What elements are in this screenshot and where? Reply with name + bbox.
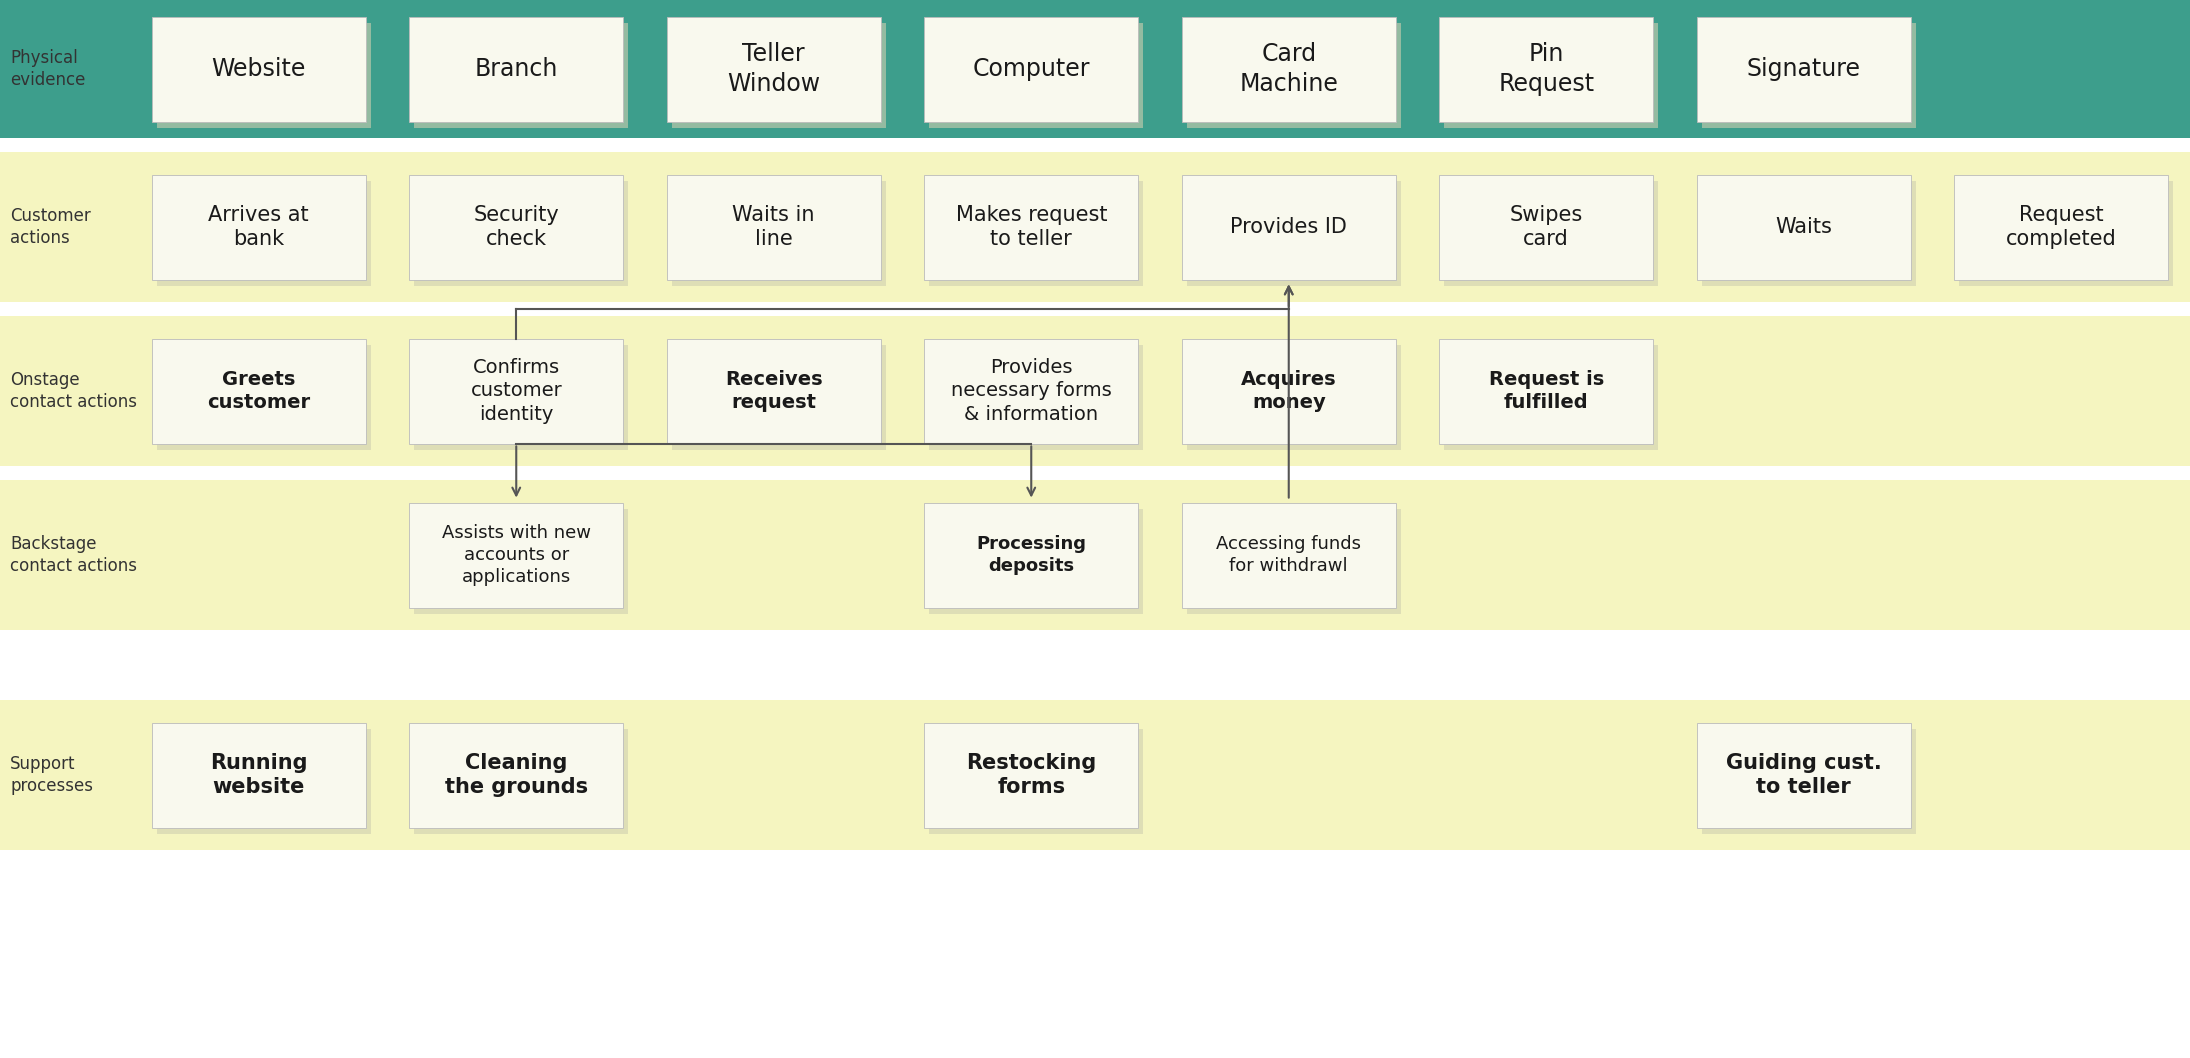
Bar [151,339,366,443]
Bar [1702,181,1916,286]
Bar [151,17,366,122]
Text: Onstage
contact actions: Onstage contact actions [11,371,138,412]
Text: Running
website: Running website [210,752,307,798]
Text: Customer
actions: Customer actions [11,207,90,248]
Bar [1187,345,1402,450]
Bar [0,480,2190,630]
Bar [924,503,1139,607]
Text: Receives
request: Receives request [725,369,823,413]
Bar [410,723,624,827]
Bar [1439,339,1653,443]
Text: Teller
Window: Teller Window [727,42,821,96]
Bar [158,345,370,450]
Bar [668,339,880,443]
Text: Pin
Request: Pin Request [1498,42,1594,96]
Bar [158,22,370,128]
Bar [668,17,880,122]
Bar [1702,22,1916,128]
Bar [1187,509,1402,614]
Bar [158,729,370,834]
Bar [0,630,2190,700]
Bar [1697,17,1910,122]
Text: Website: Website [212,57,307,81]
Bar [1445,181,1658,286]
Bar [151,723,366,827]
Bar [668,175,880,279]
Bar [410,339,624,443]
Bar [672,181,885,286]
Bar [410,175,624,279]
Bar [924,17,1139,122]
Bar [929,729,1143,834]
Bar [414,22,629,128]
Bar [151,175,366,279]
Bar [1183,503,1395,607]
Text: Accessing funds
for withdrawl: Accessing funds for withdrawl [1215,535,1362,576]
Bar [1697,723,1910,827]
Text: Cleaning
the grounds: Cleaning the grounds [445,752,587,798]
Bar [929,22,1143,128]
Bar [414,729,629,834]
Text: Swipes
card: Swipes card [1509,204,1583,250]
Text: Branch: Branch [475,57,558,81]
Text: Acquires
money: Acquires money [1242,369,1336,413]
Bar [1183,175,1395,279]
Bar [0,302,2190,316]
Bar [1953,175,2168,279]
Bar [0,316,2190,466]
Bar [414,345,629,450]
Bar [1183,17,1395,122]
Text: Backstage
contact actions: Backstage contact actions [11,535,138,576]
Bar [1445,345,1658,450]
Text: Request
completed: Request completed [2006,204,2116,250]
Bar [158,181,370,286]
Text: Request is
fulfilled: Request is fulfilled [1489,369,1603,413]
Text: Waits in
line: Waits in line [731,204,815,250]
Bar [1187,181,1402,286]
Text: Makes request
to teller: Makes request to teller [955,204,1106,250]
Text: Support
processes: Support processes [11,755,92,796]
Bar [1439,17,1653,122]
Bar [0,138,2190,152]
Bar [410,503,624,607]
Bar [0,700,2190,850]
Bar [1702,729,1916,834]
Bar [929,345,1143,450]
Bar [0,850,2190,1058]
Bar [0,152,2190,302]
Bar [672,22,885,128]
Text: Assists with new
accounts or
applications: Assists with new accounts or application… [442,524,591,586]
Text: Card
Machine: Card Machine [1240,42,1338,96]
Text: Security
check: Security check [473,204,558,250]
Bar [924,723,1139,827]
Text: Waits: Waits [1776,217,1833,237]
Text: Provides
necessary forms
& information: Provides necessary forms & information [950,358,1113,424]
Text: Processing
deposits: Processing deposits [977,535,1086,576]
Text: Arrives at
bank: Arrives at bank [208,204,309,250]
Bar [1439,175,1653,279]
Bar [0,0,2190,138]
Bar [672,345,885,450]
Bar [414,509,629,614]
Text: Guiding cust.
to teller: Guiding cust. to teller [1726,752,1881,798]
Text: Provides ID: Provides ID [1231,217,1347,237]
Text: Restocking
forms: Restocking forms [966,752,1097,798]
Bar [929,509,1143,614]
Bar [414,181,629,286]
Bar [924,339,1139,443]
Bar [1445,22,1658,128]
Bar [1187,22,1402,128]
Text: Signature: Signature [1748,57,1862,81]
Bar [929,181,1143,286]
Text: Physical
evidence: Physical evidence [11,49,85,89]
Bar [1697,175,1910,279]
Text: Computer: Computer [972,57,1091,81]
Bar [924,175,1139,279]
Bar [1183,339,1395,443]
Bar [410,17,624,122]
Text: Confirms
customer
identity: Confirms customer identity [471,358,563,424]
Text: Greets
customer: Greets customer [208,369,311,413]
Bar [0,466,2190,480]
Bar [1960,181,2172,286]
